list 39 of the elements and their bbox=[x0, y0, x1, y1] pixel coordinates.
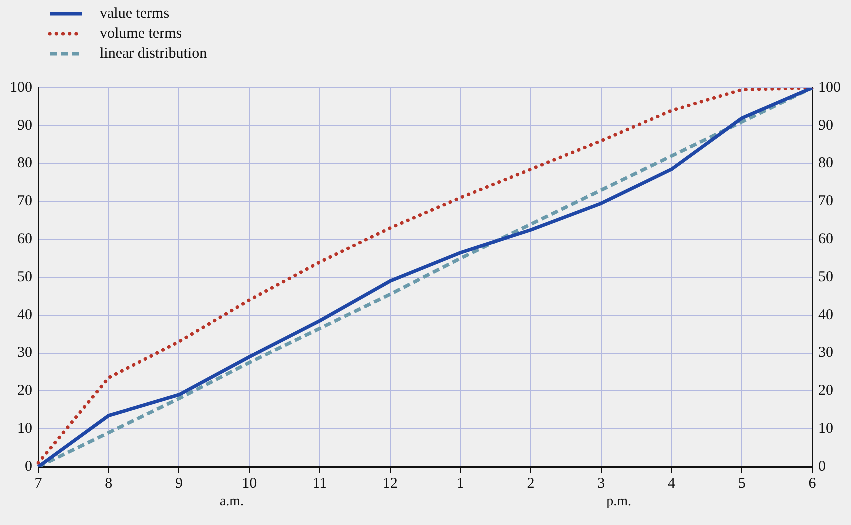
legend-label: linear distribution bbox=[100, 46, 208, 62]
x-tick-label: 12 bbox=[382, 476, 398, 492]
legend-label: value terms bbox=[100, 6, 170, 22]
text: p.m. bbox=[606, 494, 632, 510]
x-tick-label: 4 bbox=[668, 476, 676, 492]
y-tick-label: 10 bbox=[18, 421, 32, 438]
x-tick-label: 9 bbox=[175, 476, 183, 492]
x-tick-label: 3 bbox=[598, 476, 606, 492]
y-tick-label: 50 bbox=[18, 269, 32, 286]
y2-tick-label: 40 bbox=[818, 307, 834, 324]
x-tick-label: 1 bbox=[456, 476, 464, 492]
x-tick-label: 11 bbox=[312, 476, 328, 492]
y2-tick-label: 80 bbox=[818, 156, 834, 172]
y-tick-label: 100 bbox=[10, 80, 32, 96]
x-tick-label: 10 bbox=[242, 476, 258, 492]
x-tick-label: 7 bbox=[34, 476, 43, 492]
text: a.m. bbox=[220, 494, 244, 510]
y2-tick-label: 90 bbox=[818, 118, 834, 134]
y2-tick-label: 100 bbox=[818, 80, 841, 96]
y2-tick-label: 50 bbox=[818, 269, 834, 286]
legend-label: volume terms bbox=[100, 26, 182, 42]
y-tick-label: 90 bbox=[18, 118, 32, 134]
y2-tick-label: 70 bbox=[818, 194, 834, 210]
x-tick-label: 5 bbox=[738, 476, 746, 492]
y-tick-label: 40 bbox=[18, 307, 32, 324]
y-tick-label: 80 bbox=[18, 156, 32, 172]
y2-tick-label: 20 bbox=[818, 383, 834, 400]
y-tick-label: 60 bbox=[18, 232, 32, 248]
y-tick-label: 70 bbox=[18, 194, 32, 210]
x-tick-label: 2 bbox=[527, 476, 535, 492]
y2-tick-label: 60 bbox=[818, 232, 834, 248]
x-tick-label: 6 bbox=[808, 476, 817, 492]
y2-tick-label: 10 bbox=[818, 421, 834, 438]
y2-tick-label: 0 bbox=[818, 458, 826, 475]
y2-tick-label: 30 bbox=[818, 345, 834, 362]
y-tick-label: 20 bbox=[18, 383, 32, 400]
y-tick-label: 30 bbox=[18, 345, 32, 362]
y-tick-label: 0 bbox=[25, 458, 32, 475]
x-tick-label: 8 bbox=[105, 476, 113, 492]
